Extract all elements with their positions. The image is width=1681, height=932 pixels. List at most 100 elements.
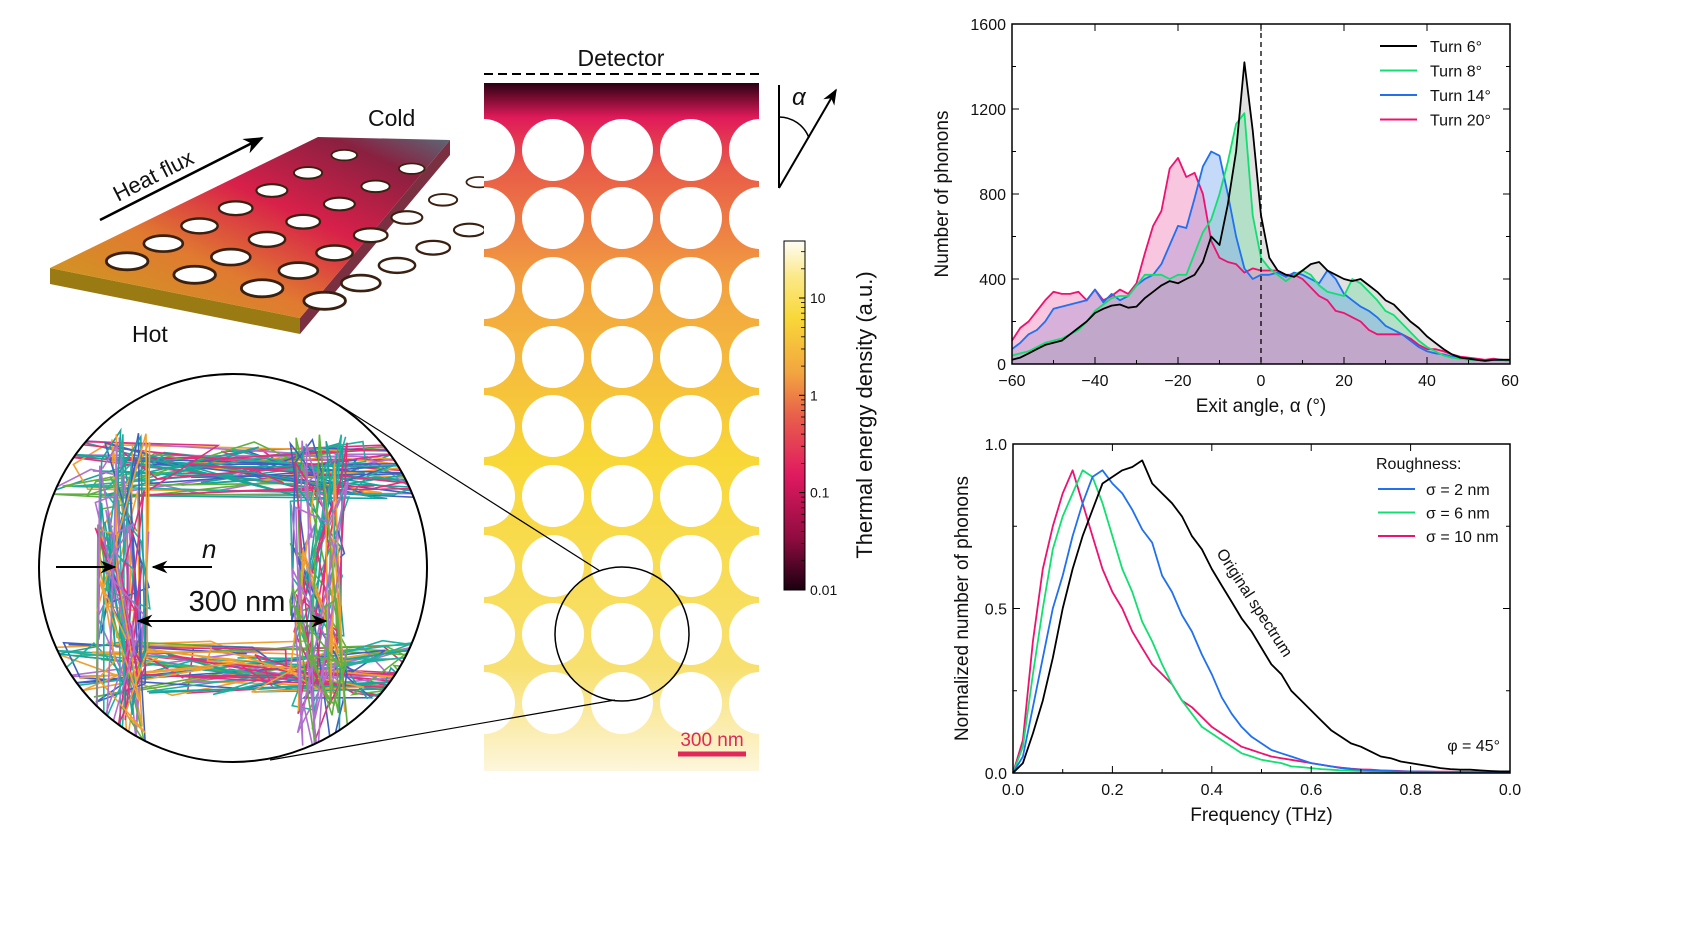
x-tick-label: 0.8: [1399, 782, 1421, 799]
x-tick-label: −20: [1164, 373, 1191, 390]
plate-hole: [285, 213, 322, 230]
heatmap-hole: [660, 603, 722, 665]
colorbar-tick-label: 0.01: [810, 582, 837, 598]
series-area: [1012, 157, 1510, 364]
x-tick-label: 0.6: [1300, 782, 1322, 799]
plate-hole: [172, 264, 217, 285]
colorbar-tick-label: 1: [810, 387, 818, 403]
series-line: [1011, 112, 1511, 362]
cold-label: Cold: [368, 105, 415, 131]
colorbar: 10 1 0.1 0.01 Thermal energy density (a.u.): [783, 240, 877, 598]
y-tick-label: 0.5: [985, 602, 1007, 619]
series-area: [1012, 151, 1510, 364]
heatmap-hole: [591, 119, 653, 181]
x-tick-label: 0.0: [1002, 782, 1024, 799]
heatmap-hole: [660, 326, 722, 388]
heatmap-hole: [522, 672, 584, 734]
heat-flux-label: Heat flux: [109, 145, 198, 207]
heatmap-hole: [729, 187, 759, 249]
x-tick-label: 0: [1257, 373, 1266, 390]
heatmap-hole: [729, 119, 759, 181]
scale-bar-label: 300 nm: [680, 730, 743, 751]
heatmap-hole: [591, 326, 653, 388]
plate-hole: [415, 239, 452, 256]
exit-angle-chart: −60 −40 −20 0 20 40 60 0 400 800 1200 1600 Exit angl…: [932, 17, 1519, 417]
heatmap-hole: [729, 326, 759, 388]
heatmap-hole: [591, 603, 653, 665]
x-tick-label: 0.4: [1201, 782, 1223, 799]
y-tick-label: 0.0: [985, 766, 1007, 783]
heatmap-hole: [484, 465, 515, 527]
zoom-circle-border: [38, 373, 428, 763]
phonon-trajectory: [289, 434, 349, 741]
y-tick-label: 1200: [970, 102, 1006, 119]
x-axis-label: Exit angle, α (°): [1196, 396, 1327, 417]
heatmap-hole: [660, 257, 722, 319]
zoom-connector-bottom: [269, 699, 616, 761]
heat-flux-arrow: [99, 136, 264, 222]
alpha-label: α: [792, 84, 807, 111]
gap-label: n: [202, 534, 216, 564]
phonon-trajectory: [94, 441, 145, 750]
heatmap-hole: [729, 257, 759, 319]
x-tick-label: −60: [998, 373, 1025, 390]
heatmap-hole: [729, 603, 759, 665]
x-tick-label: −40: [1081, 373, 1108, 390]
heatmap-hole: [660, 395, 722, 457]
plate-hole: [142, 234, 185, 253]
plate-hole: [302, 290, 347, 311]
plate-hole: [322, 196, 356, 212]
heatmap-hole: [522, 535, 584, 597]
exit-direction-arrow: [778, 88, 837, 189]
legend-label: Turn 14°: [1430, 88, 1491, 105]
y-axis-label: Number of phonons: [932, 111, 953, 278]
x-tick-label: 20: [1335, 373, 1353, 390]
plate-top-face: [50, 137, 450, 318]
legend-label: Turn 6°: [1430, 39, 1482, 56]
thermal-heatmap: Detector 300 nm α: [269, 45, 837, 771]
plate-hole: [255, 183, 289, 198]
legend-label: σ = 6 nm: [1426, 506, 1490, 523]
legend-label: σ = 2 nm: [1426, 482, 1490, 499]
legend-label: Turn 20°: [1430, 113, 1491, 130]
colorbar-label: Thermal energy density (a.u.): [852, 271, 877, 558]
y-tick-label: 1600: [970, 17, 1006, 34]
heatmap-hole: [660, 119, 722, 181]
heatmap-hole: [591, 187, 653, 249]
x-tick-label: 40: [1418, 373, 1436, 390]
colorbar-gradient: [783, 240, 806, 591]
nanostructure-plate-illustration: Heat flux Cold Hot: [50, 105, 556, 347]
heatmap-hole: [484, 672, 515, 734]
heatmap-hole: [522, 603, 584, 665]
plate-hole: [390, 210, 424, 225]
y-tick-label: 400: [979, 272, 1006, 289]
heatmap-hole: [484, 326, 515, 388]
original-spectrum-line: [1012, 459, 1510, 774]
angle-annotation: φ = 45°: [1447, 738, 1500, 755]
heatmap-hole: [484, 395, 515, 457]
x-tick-label: 0.2: [1101, 782, 1123, 799]
heatmap-hole: [591, 257, 653, 319]
plate-hole: [377, 256, 417, 275]
legend-title: Roughness:: [1376, 456, 1461, 473]
phonon-trajectory: [289, 462, 346, 713]
series-line: [1011, 150, 1511, 362]
heatmap-hole: [522, 395, 584, 457]
plate-hole: [352, 227, 389, 244]
heatmap-hole: [660, 187, 722, 249]
y-tick-label: 800: [979, 187, 1006, 204]
heatmap-hole: [522, 257, 584, 319]
plate-hole: [104, 251, 150, 272]
detector-label: Detector: [578, 45, 665, 71]
plate-hole: [427, 193, 459, 207]
y-tick-label: 0: [997, 357, 1006, 374]
legend-label: σ = 10 nm: [1426, 529, 1499, 546]
plate-hole: [277, 261, 320, 280]
plate-hole: [210, 247, 252, 267]
heatmap-hole: [522, 187, 584, 249]
heatmap-hole: [591, 395, 653, 457]
plate-hole: [330, 149, 358, 162]
heatmap-hole: [484, 257, 515, 319]
original-spectrum-label: Original spectrum: [1213, 546, 1296, 660]
